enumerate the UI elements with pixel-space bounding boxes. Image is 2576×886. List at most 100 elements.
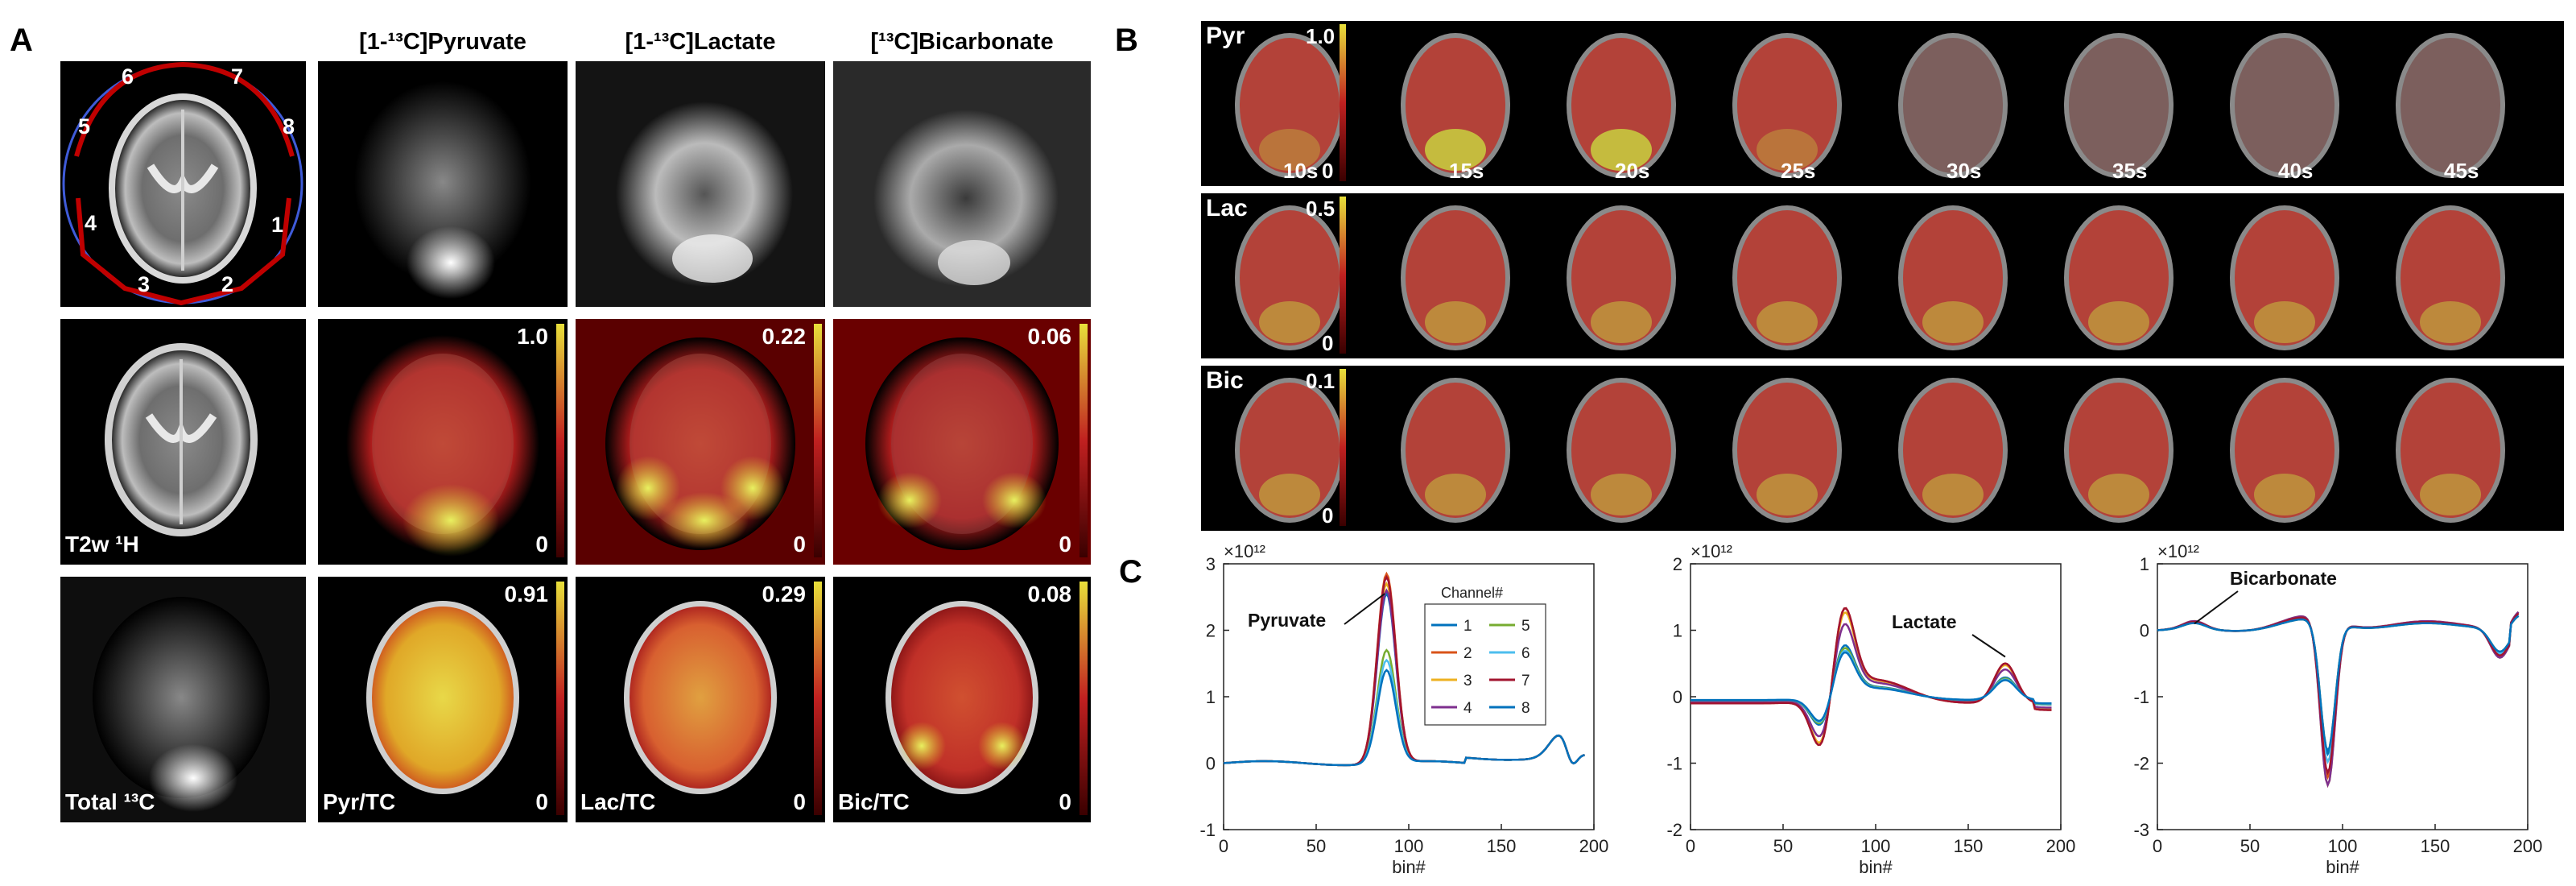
coil-layout-image [62,61,303,306]
y-tick-label: 3 [1206,554,1216,574]
legend-entry: 7 [1521,673,1530,689]
pyr-tc-label: Pyr/TC [323,789,396,814]
lactate-colorbar [814,324,822,557]
panel-b-brains-lac [1235,205,2505,350]
lac-tc-image [624,601,777,794]
x-tick-label: 200 [1579,836,1609,856]
panel-b-colorbar-min: 0 [1322,331,1334,355]
brain-frame [1898,33,2008,178]
pyr-tc-image [366,601,519,794]
bic-tc-max: 0.08 [1027,582,1072,607]
legend-entry: 8 [1521,700,1530,717]
brain-frame [1401,33,1510,178]
panel-b-colorbar [1340,197,1346,354]
y-tick-label: 1 [2140,554,2149,574]
y-tick-label: 0 [1673,687,1682,707]
x-tick-label: 50 [1307,836,1326,856]
brain-frame [1898,205,2008,350]
x-tick-label: 200 [2513,836,2543,856]
pyruvate-map-tile [318,61,568,307]
brain-frame [2064,378,2174,523]
brain-frame [2230,205,2339,350]
spectrum-chart-1: 0 50 100 150 2003210-1bin#×10¹²PyruvateChann… [1199,541,1608,877]
coil-number-6: 6 [122,64,134,89]
lactate-gray-image [616,101,793,287]
y-tick-label: -1 [1199,820,1216,840]
brain-frame [2230,378,2339,523]
plot-frame [2157,563,2529,830]
bicarbonate-colorbar [1080,324,1088,557]
brain-frame [2396,205,2505,350]
bic-tc-min: 0 [1059,789,1071,814]
legend-entry: 2 [1463,645,1472,662]
legend-entry: 3 [1463,673,1472,689]
panel-b-label: B [1115,23,1138,58]
y-tick-label: 1 [1206,687,1216,707]
y-tick-label: 2 [1673,554,1682,574]
exponent-label: ×10¹² [1690,541,1732,561]
y-tick-label: 0 [2140,621,2149,641]
brain-frame [2230,33,2339,178]
panel-b-colorbar-max: 1.0 [1306,24,1335,48]
annotation-arrow [1344,593,1385,625]
brain-frame [2396,33,2505,178]
legend-entry: 1 [1463,618,1472,635]
annotation-arrow [2194,590,2239,625]
panel-b-colorbar-max: 0.1 [1306,369,1335,393]
x-tick-label: 200 [2046,836,2076,856]
brain-frame [1235,378,1344,523]
pyr-tc-colorbar [556,582,564,815]
pyruvate-gray-image [354,81,531,299]
x-tick-label: 100 [2328,836,2358,856]
panel-b-colorbar-max: 0.5 [1306,197,1335,221]
time-label: 30s [1946,159,1982,183]
y-tick-label: 1 [1673,621,1682,641]
x-tick-label: 0 [1686,836,1695,856]
brain-frame [1235,205,1344,350]
t2w-label: T2w ¹H [65,532,139,557]
x-tick-label: 150 [2421,836,2450,856]
panel-a-label: A [10,23,33,58]
lactate-overlay-image [605,337,795,550]
brain-frame [2396,378,2505,523]
bicarbonate-map-tile [833,61,1091,307]
legend-entry: 6 [1521,645,1530,662]
pyruvate-max: 1.0 [517,324,548,349]
brain-frame [1567,33,1676,178]
brain-frame [2064,205,2174,350]
panel-b-strip-lac: Lac 0.5 0 [1201,193,2564,358]
series-line-8 [2157,615,2520,754]
brain-frame [1567,378,1676,523]
series-line-8 [1223,669,1585,767]
spectrum-chart-2: 0 50 100 150 200 2 1 0 -1 -2 bin# ×10¹² Lactate [1666,541,2075,877]
panel-b-colorbar [1340,24,1346,181]
t2w-tile: T2w ¹H [60,319,306,565]
panel-b-brains-bic [1235,378,2505,523]
time-label: 10s [1283,159,1319,183]
total-c13-tile: Total ¹³C [60,577,306,822]
bicarbonate-gray-image [873,110,1059,287]
y-tick-label: -1 [2133,687,2149,707]
panel-b-row-name: Pyr [1206,23,1245,49]
brain-frame [1567,205,1676,350]
time-label: 15s [1449,159,1484,183]
panel-b-colorbar-min: 0 [1322,503,1334,528]
col-title-pyruvate: [1-¹³C]Pyruvate [359,29,526,55]
brain-frame [1401,205,1510,350]
series-line-7 [1690,607,2052,747]
y-tick-label: -3 [2133,820,2149,840]
x-tick-label: 150 [1487,836,1517,856]
x-tick-label: 100 [1394,836,1424,856]
brain-frame [1732,205,1842,350]
pyruvate-colorbar [556,324,564,557]
x-tick-label: 150 [1954,836,1984,856]
time-label: 45s [2444,159,2479,183]
panel-c-label: C [1119,554,1142,590]
pyr-tc-min: 0 [535,789,548,814]
bic-tc-tile: 0.08 0 Bic/TC [833,577,1091,822]
pyr-tc-tile: 0.91 0 Pyr/TC [318,577,568,822]
coil-number-3: 3 [138,272,151,296]
time-label: 20s [1615,159,1650,183]
x-tick-label: 0 [2153,836,2162,856]
coil-number-1: 1 [271,213,284,237]
